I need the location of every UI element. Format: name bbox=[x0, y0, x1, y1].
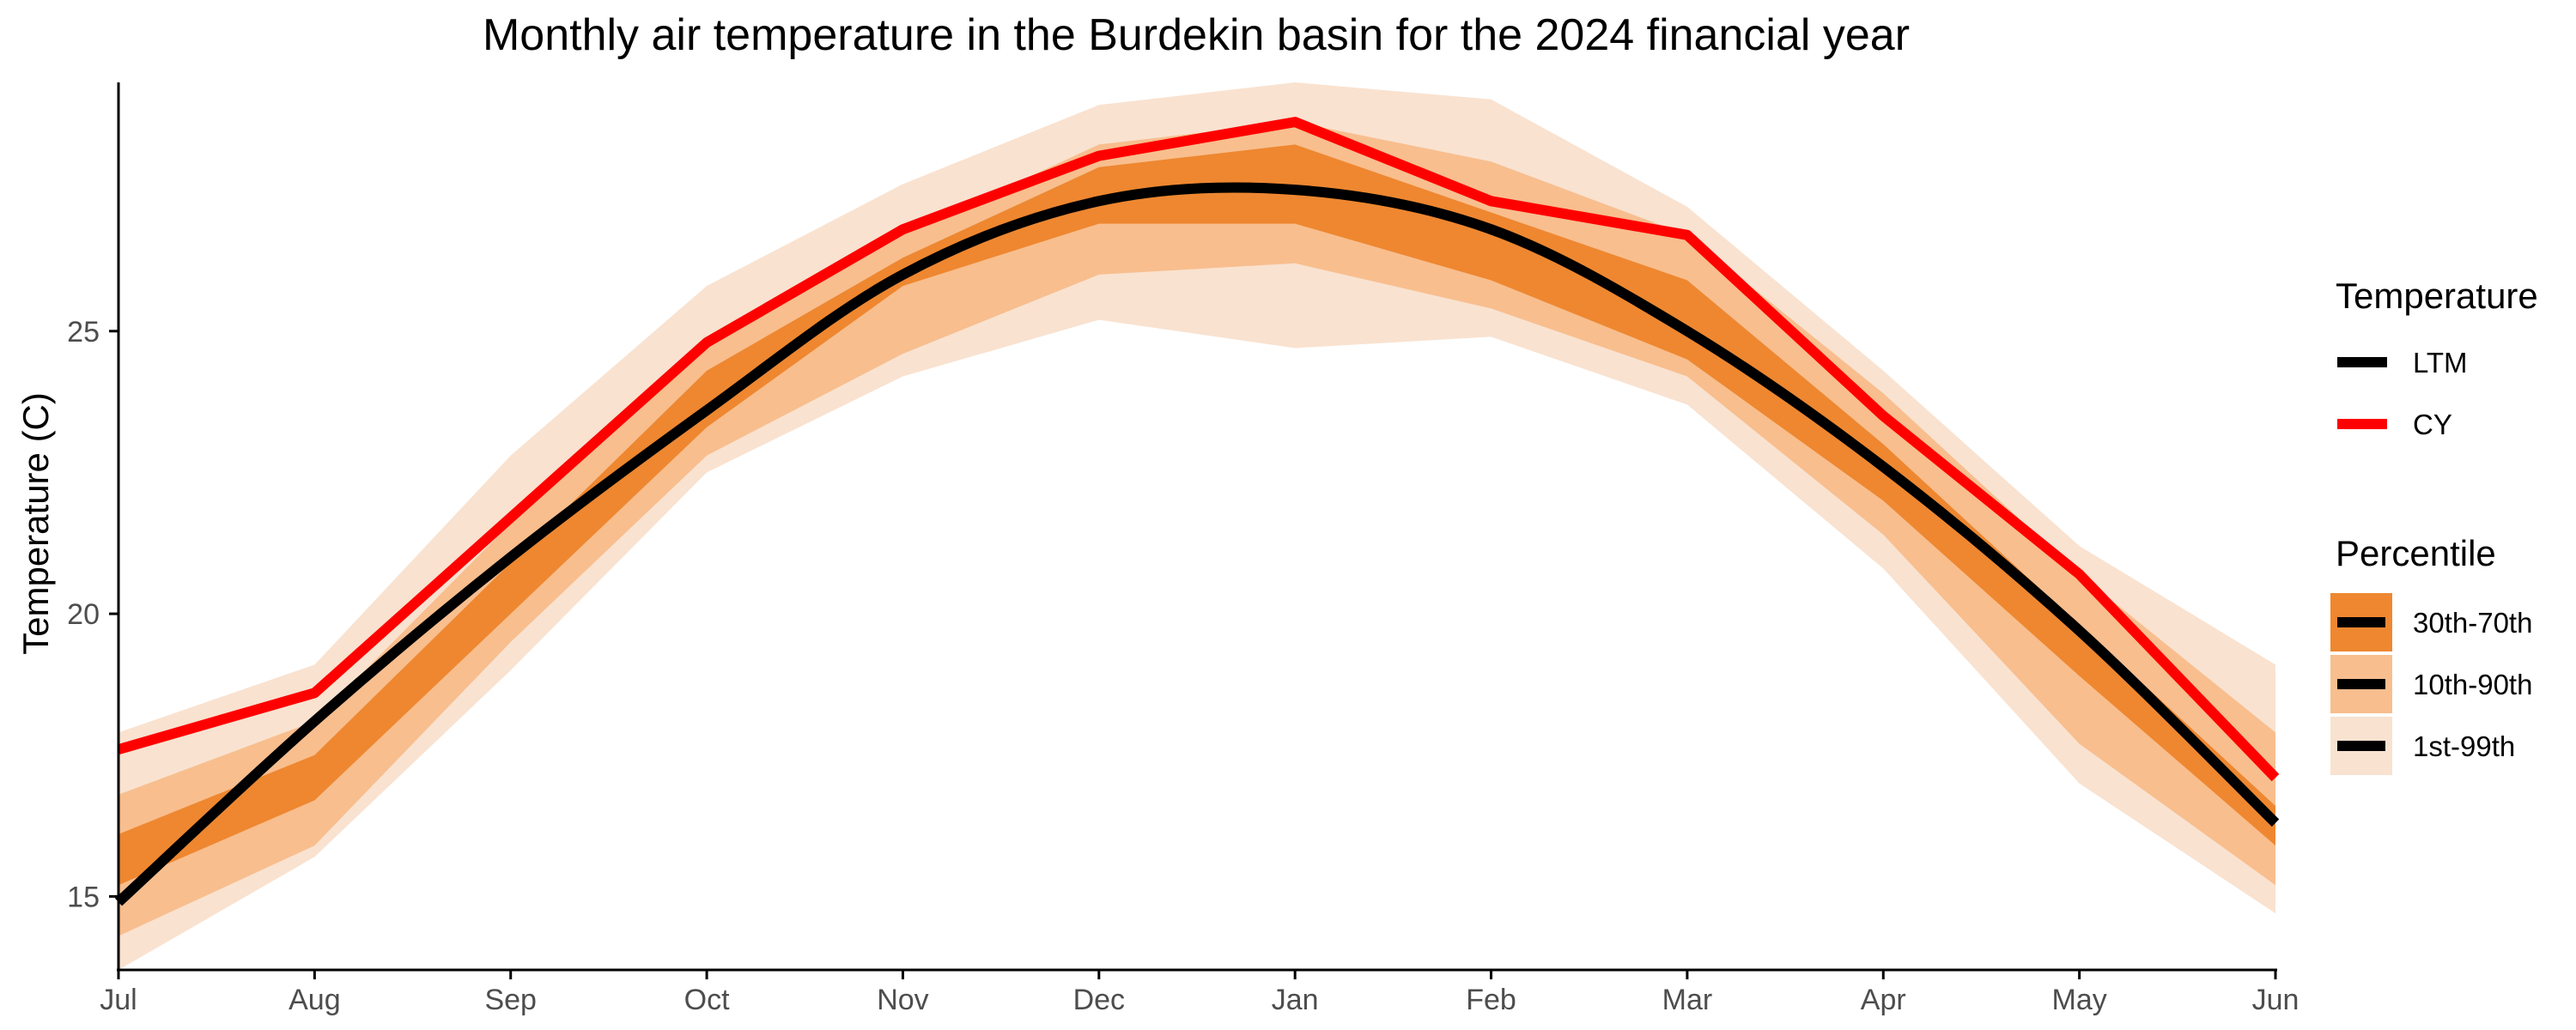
x-tick-label: Dec bbox=[1073, 984, 1125, 1016]
x-tick-label: Nov bbox=[877, 984, 928, 1016]
band-30th-70th bbox=[118, 144, 2275, 886]
legend-percentile-items: 30th-70th 10th-90th 1st-99th bbox=[2330, 593, 2532, 775]
x-tick-label: Apr bbox=[1861, 984, 1906, 1016]
legend-title-temperature: Temperature bbox=[2336, 276, 2538, 316]
series-line-ltm bbox=[114, 182, 2280, 906]
x-tick-label: Jan bbox=[1272, 984, 1319, 1016]
x-tick-label: Mar bbox=[1662, 984, 1713, 1016]
y-axis-label: Temperature (C) bbox=[15, 392, 56, 655]
y-tick-label: 25 bbox=[67, 316, 100, 348]
x-tick-label: May bbox=[2052, 984, 2107, 1016]
legend-temperature-items: LTM CY bbox=[2337, 347, 2468, 440]
x-tick-label: Jul bbox=[100, 984, 137, 1016]
legend-label-1st-99th: 1st-99th bbox=[2413, 730, 2515, 762]
x-axis-ticks: Jul Aug Sep Oct Nov Dec Jan Feb Mar Apr May Jun bbox=[100, 970, 2299, 1016]
legend-label-10th-90th: 10th-90th bbox=[2413, 669, 2532, 700]
legend-label-cy: CY bbox=[2413, 409, 2452, 440]
y-tick-label: 15 bbox=[67, 881, 100, 913]
axes bbox=[117, 82, 2277, 972]
temperature-lines bbox=[114, 117, 2280, 906]
series-line-cy bbox=[117, 117, 2280, 782]
legend-title-percentile: Percentile bbox=[2336, 533, 2496, 573]
x-tick-label: Sep bbox=[484, 984, 537, 1016]
legend-label-ltm: LTM bbox=[2413, 347, 2468, 379]
x-tick-label: Feb bbox=[1466, 984, 1516, 1016]
x-tick-label: Jun bbox=[2252, 984, 2300, 1016]
chart-title: Monthly air temperature in the Burdekin … bbox=[483, 10, 1910, 60]
x-tick-label: Oct bbox=[684, 984, 730, 1016]
legend: Temperature LTM CY Percentile 30th-70th 10… bbox=[2330, 276, 2538, 775]
y-tick-label: 20 bbox=[67, 598, 100, 631]
legend-label-30th-70th: 30th-70th bbox=[2413, 607, 2532, 639]
y-axis-ticks: 15 20 25 bbox=[67, 316, 118, 913]
x-tick-label: Aug bbox=[289, 984, 341, 1016]
percentile-bands bbox=[118, 82, 2275, 970]
